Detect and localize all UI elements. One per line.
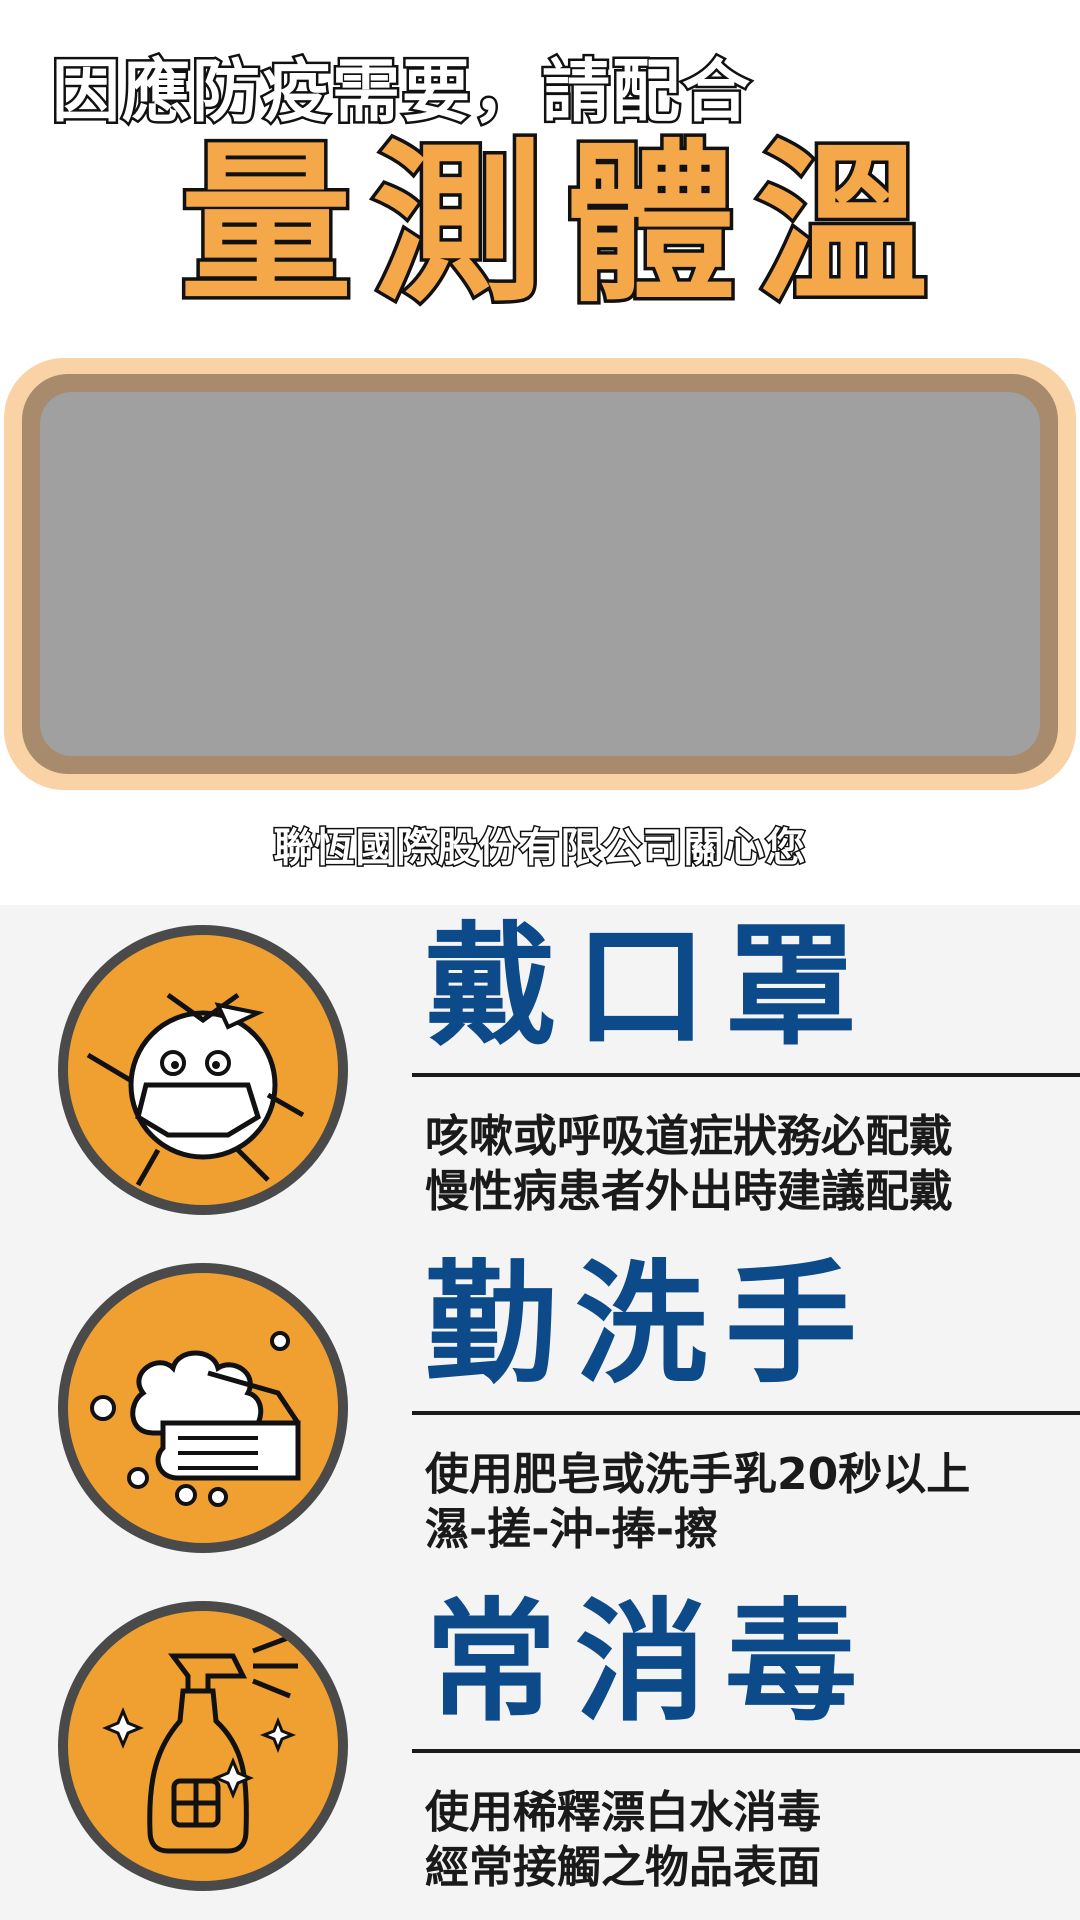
tip-title: 常消毒: [425, 1586, 875, 1740]
tip-wash-hands: 勤洗手 使用肥皂或洗手乳20秒以上 濕-搓-沖-捧-擦: [0, 1243, 1080, 1573]
divider: [412, 1749, 1080, 1753]
masked-face-icon: [58, 925, 348, 1215]
divider: [412, 1411, 1080, 1415]
tip-line-1: 使用稀釋漂白水消毒: [425, 1787, 821, 1838]
tip-line-1: 咳嗽或呼吸道症狀務必配戴: [425, 1111, 953, 1162]
tip-line-2: 慢性病患者外出時建議配戴: [425, 1166, 953, 1217]
temperature-display-screen: [40, 392, 1040, 756]
tip-line-2: 濕-搓-沖-捧-擦: [425, 1504, 719, 1555]
subtitle: 因應防疫需要，請配合: [49, 51, 753, 135]
temperature-display-frame: [4, 358, 1076, 790]
tip-title: 勤洗手: [425, 1248, 875, 1402]
tip-line-1: 使用肥皂或洗手乳20秒以上: [425, 1449, 971, 1500]
tip-disinfect: 常消毒 使用稀釋漂白水消毒 經常接觸之物品表面: [0, 1581, 1080, 1911]
tips-section: 戴口罩 咳嗽或呼吸道症狀務必配戴 慢性病患者外出時建議配戴 勤洗手 使用肥皂或洗…: [0, 905, 1080, 1920]
tip-line-2: 經常接觸之物品表面: [425, 1842, 821, 1893]
company-note: 聯恆國際股份有限公司關心您: [272, 824, 807, 873]
page-title: 量測體溫: [177, 124, 948, 325]
top-section: 因應防疫需要，請配合 量測體溫 聯恆國際股份有限公司關心您: [0, 0, 1080, 905]
tip-title: 戴口罩: [425, 910, 875, 1064]
divider: [412, 1073, 1080, 1077]
hand-washing-icon: [58, 1263, 348, 1553]
spray-bottle-icon: [58, 1601, 348, 1891]
tip-wear-mask: 戴口罩 咳嗽或呼吸道症狀務必配戴 慢性病患者外出時建議配戴: [0, 905, 1080, 1235]
